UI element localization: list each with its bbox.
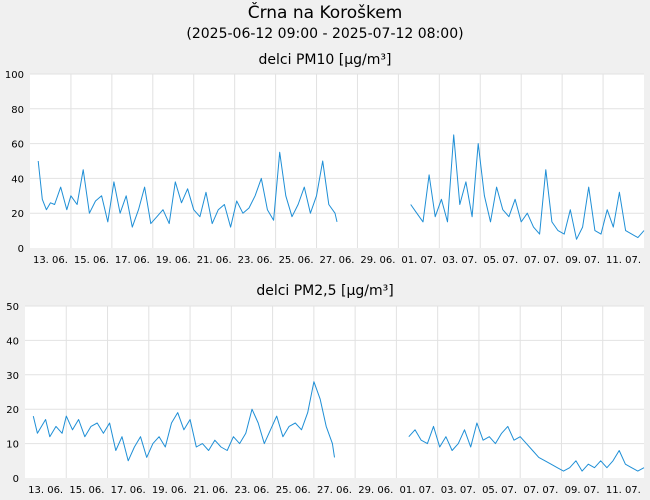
x-tick-label: 01. 07. (401, 255, 436, 266)
y-tick-label: 40 (6, 336, 19, 347)
series-line-segment (32, 381, 335, 462)
page-title: Črna na Koroškem (247, 3, 403, 23)
y-tick-label: 10 (6, 440, 19, 451)
x-tick-label: 21. 06. (197, 255, 232, 266)
x-tick-label: 05. 07. (482, 485, 517, 496)
x-tick-label: 15. 06. (74, 255, 109, 266)
x-tick-label: 07. 07. (523, 485, 558, 496)
x-tick-label: 11. 07. (606, 485, 641, 496)
y-tick-label: 80 (11, 105, 24, 116)
x-tick-label: 27. 06. (320, 255, 355, 266)
chart-title-1: delci PM2,5 [µg/m³] (256, 283, 393, 299)
series-line-segment (408, 422, 645, 472)
x-tick-label: 25. 06. (279, 255, 314, 266)
x-tick-label: 03. 07. (442, 255, 477, 266)
x-tick-label: 05. 07. (483, 255, 518, 266)
y-tick-label: 60 (11, 140, 24, 151)
x-tick-label: 01. 07. (400, 485, 435, 496)
x-tick-label: 23. 06. (238, 255, 273, 266)
x-tick-label: 29. 06. (358, 485, 393, 496)
y-tick-label: 20 (11, 209, 24, 220)
x-tick-label: 23. 06. (234, 485, 269, 496)
plot-area-0 (30, 74, 644, 248)
x-tick-label: 03. 07. (441, 485, 476, 496)
page-subtitle: (2025-06-12 09:00 - 2025-07-12 08:00) (186, 26, 464, 42)
x-tick-label: 21. 06. (193, 485, 228, 496)
x-tick-label: 19. 06. (152, 485, 187, 496)
plot-area-1 (25, 306, 644, 478)
chart-title-0: delci PM10 [µg/m³] (259, 52, 392, 68)
x-tick-label: 13. 06. (33, 255, 68, 266)
x-tick-label: 27. 06. (317, 485, 352, 496)
x-tick-label: 11. 07. (606, 255, 641, 266)
y-tick-label: 0 (18, 244, 24, 255)
series-line-segment (37, 151, 338, 228)
x-tick-label: 15. 06. (69, 485, 104, 496)
x-tick-label: 07. 07. (524, 255, 559, 266)
y-tick-label: 30 (6, 371, 19, 382)
y-tick-label: 0 (13, 474, 19, 485)
y-tick-label: 20 (6, 405, 19, 416)
y-tick-label: 100 (5, 70, 24, 81)
y-tick-label: 40 (11, 174, 24, 185)
x-tick-label: 17. 06. (111, 485, 146, 496)
x-tick-label: 09. 07. (565, 485, 600, 496)
x-tick-label: 25. 06. (276, 485, 311, 496)
y-tick-label: 50 (6, 302, 19, 313)
x-tick-label: 19. 06. (156, 255, 191, 266)
x-tick-label: 17. 06. (115, 255, 150, 266)
x-tick-label: 29. 06. (360, 255, 395, 266)
series-line-segment (410, 134, 645, 240)
x-tick-label: 13. 06. (28, 485, 63, 496)
x-tick-label: 09. 07. (565, 255, 600, 266)
